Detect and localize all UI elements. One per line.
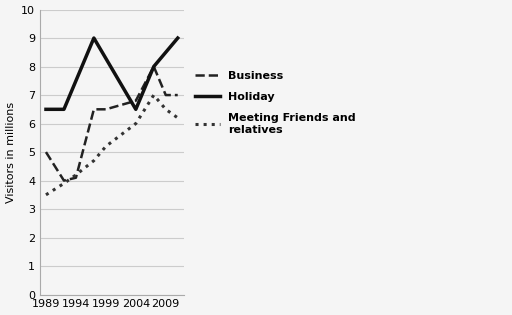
- Meeting Friends and
relatives: [91, 159, 97, 163]
- Business: [103, 107, 109, 111]
- Meeting Friends and
relatives: [133, 122, 139, 125]
- Holiday: [133, 107, 139, 111]
- Meeting Friends and
relatives: [73, 173, 79, 177]
- Meeting Friends and
relatives: [103, 145, 109, 148]
- Business: [43, 150, 49, 154]
- Business: [73, 176, 79, 180]
- Business: [175, 93, 181, 97]
- Holiday: [43, 107, 49, 111]
- Holiday: [91, 36, 97, 40]
- Line: Holiday: Holiday: [46, 38, 178, 109]
- Business: [151, 65, 157, 68]
- Business: [91, 107, 97, 111]
- Business: [61, 179, 67, 182]
- Meeting Friends and
relatives: [43, 193, 49, 197]
- Holiday: [175, 36, 181, 40]
- Meeting Friends and
relatives: [61, 181, 67, 185]
- Line: Meeting Friends and
relatives: Meeting Friends and relatives: [46, 95, 178, 195]
- Legend: Business, Holiday, Meeting Friends and
relatives: Business, Holiday, Meeting Friends and r…: [190, 66, 360, 139]
- Meeting Friends and
relatives: [163, 107, 169, 111]
- Meeting Friends and
relatives: [151, 93, 157, 97]
- Business: [163, 93, 169, 97]
- Y-axis label: Visitors in millions: Visitors in millions: [6, 101, 15, 203]
- Holiday: [61, 107, 67, 111]
- Holiday: [151, 65, 157, 68]
- Business: [133, 99, 139, 103]
- Meeting Friends and
relatives: [175, 116, 181, 120]
- Line: Business: Business: [46, 66, 178, 180]
